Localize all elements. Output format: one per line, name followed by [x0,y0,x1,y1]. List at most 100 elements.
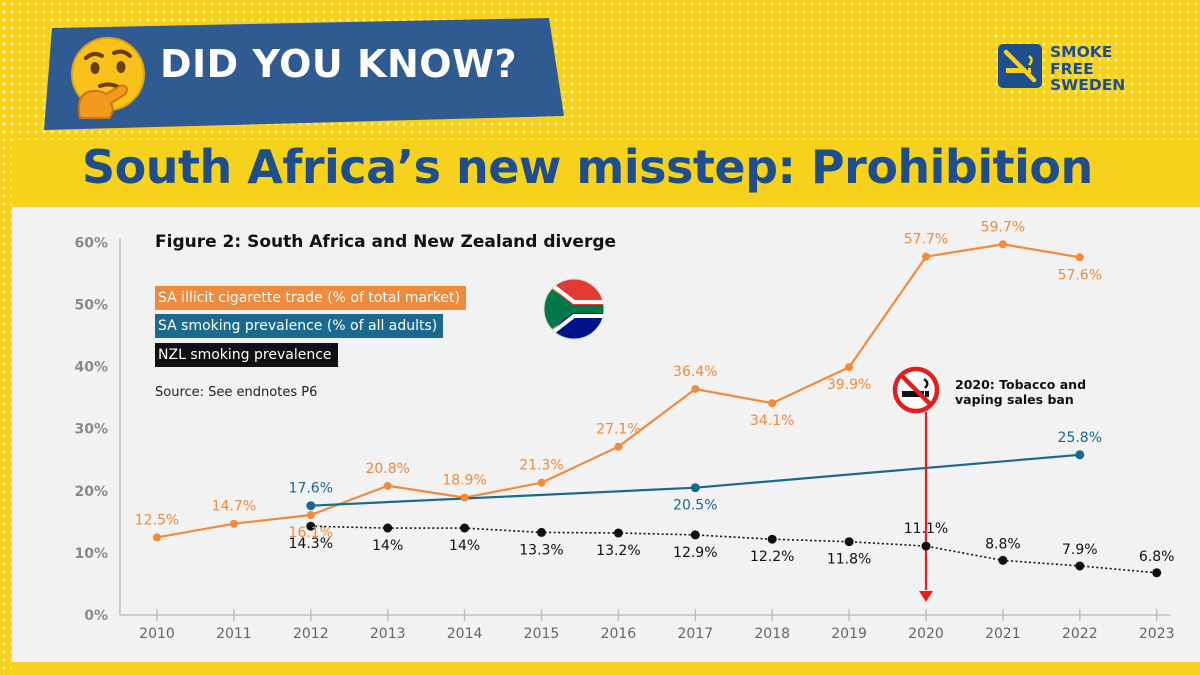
x-tick-label: 2011 [216,626,252,642]
nzl-prevalence-line [310,525,1157,574]
sa-prevalence-point [690,483,700,493]
y-tick-label: 50% [74,298,108,314]
annotation-line: 2020: Tobacco and [955,377,1087,392]
y-tick-label: 30% [74,422,108,438]
x-tick-label: 2017 [677,626,713,642]
sa-illicit-label: 20.8% [365,461,409,477]
nzl-prevalence-point [921,541,931,551]
sa-prevalence-point [306,501,316,511]
sa-prevalence-label: 25.8% [1058,430,1102,446]
nzl-prevalence-label: 7.9% [1062,542,1098,558]
chart-title: Figure 2: South Africa and New Zealand d… [155,232,617,252]
sa-illicit-label: 18.9% [442,473,486,489]
nzl-prevalence-point [613,528,623,538]
data-labels: 12.5% 14.7% 16.1% 20.8% 18.9% 21.3% 27.1% 36.4%… [135,219,1175,567]
legend-sa-prevalence: SA smoking prevalence (% of all adults) [155,314,444,338]
nzl-prevalence-label: 11.1% [904,521,948,537]
nzl-prevalence-label: 6.8% [1139,549,1175,565]
no-smoking-square-icon [998,44,1042,88]
sa-illicit-label: 34.1% [750,413,794,429]
did-you-know-text: DID YOU KNOW? [160,42,518,86]
x-tick-label: 2013 [370,626,406,642]
nzl-prevalence-point [690,530,700,540]
nzl-prevalence-label: 11.8% [827,552,871,568]
sa-illicit-label: 27.1% [596,422,640,438]
sa-illicit-label: 21.3% [519,458,563,474]
sa-illicit-point [998,240,1007,249]
sa-illicit-point [691,384,700,393]
sa-illicit-point [153,533,161,542]
sa-illicit-point [1075,253,1084,262]
x-tick-label: 2019 [831,626,867,642]
ban-marker [919,412,933,602]
x-tick-label: 2023 [1139,626,1175,642]
sa-illicit-point [614,442,623,451]
x-tick-label: 2022 [1062,626,1098,642]
nzl-prevalence-point [383,523,393,533]
sa-illicit-label: 14.7% [212,499,256,515]
sa-illicit-label: 57.6% [1058,267,1102,283]
nzl-prevalence-label: 12.2% [750,549,794,565]
south-africa-flag-icon [543,278,605,340]
nzl-prevalence-point [1152,568,1162,578]
nzl-prevalence-point [1075,561,1085,571]
nzl-prevalence-label: 14% [372,538,403,554]
x-tick-label: 2016 [601,626,637,642]
x-tick-label: 2018 [754,626,790,642]
nzl-prevalence-point [460,523,470,533]
sa-illicit-label: 39.9% [827,377,871,393]
sa-illicit-label: 59.7% [981,219,1025,235]
ban-marker-arrow [919,591,933,602]
sa-prevalence-label: 17.6% [289,481,333,497]
sa-illicit-point [460,493,469,502]
did-you-know-banner [44,18,564,130]
sa-illicit-point [229,519,238,528]
x-tick-label: 2021 [985,626,1021,642]
nzl-prevalence-label: 8.8% [985,536,1021,552]
sa-prevalence-label: 20.5% [673,498,717,514]
sa-illicit-label: 57.7% [904,232,948,248]
y-tick-label: 20% [74,484,108,500]
sa-prevalence-point [1075,450,1085,460]
nzl-prevalence-label: 14% [449,538,480,554]
y-tick-label: 0% [84,608,108,624]
logo-line: SWEDEN [1050,76,1126,94]
sa-illicit-point [768,399,777,408]
x-tick-label: 2010 [139,626,175,642]
x-tick-label: 2015 [524,626,560,642]
y-tick-label: 60% [74,235,108,251]
nzl-prevalence-point [306,521,316,531]
sa-illicit-label: 12.5% [135,512,179,528]
annotation-line: vaping sales ban [955,392,1074,407]
logo-line: FREE [1050,59,1094,78]
nzl-prevalence-label: 13.2% [596,543,640,559]
headline-strip [12,140,1200,206]
chart-source: Source: See endnotes P6 [155,385,318,400]
legend-nzl-prevalence: NZL smoking prevalence [155,343,338,367]
thinking-face-icon [71,37,145,119]
sa-illicit-point [537,478,546,487]
x-tick-label: 2020 [908,626,944,642]
sa-illicit-point [383,481,392,490]
nzl-prevalence-label: 13.3% [519,542,563,558]
chart-panel [12,207,1200,662]
page-title: South Africa’s new misstep: Prohibition [82,140,1093,194]
nzl-prevalence-label: 12.9% [673,545,717,561]
nzl-prevalence-label: 14.3% [289,536,333,552]
no-smoking-icon [892,366,940,414]
x-tick-label: 2012 [293,626,329,642]
y-tick-label: 10% [74,546,108,562]
smoke-free-sweden-logo: SMOKE FREE SWEDEN [1050,44,1125,94]
nzl-prevalence-point [767,534,777,544]
sa-illicit-point [306,511,315,520]
y-tick-label: 40% [74,360,108,376]
sa-illicit-label: 36.4% [673,364,717,380]
sa-illicit-point [922,252,930,261]
nzl-prevalence-point [537,527,546,537]
x-tick-label: 2014 [447,626,483,642]
series-points [153,240,1162,578]
axes: 0% 10% 20% 30% 40% 50% 60% 2010 2011 2012 2013 2014… [74,235,1174,642]
legend-sa-illicit: SA illicit cigarette trade (% of total m… [155,286,466,310]
